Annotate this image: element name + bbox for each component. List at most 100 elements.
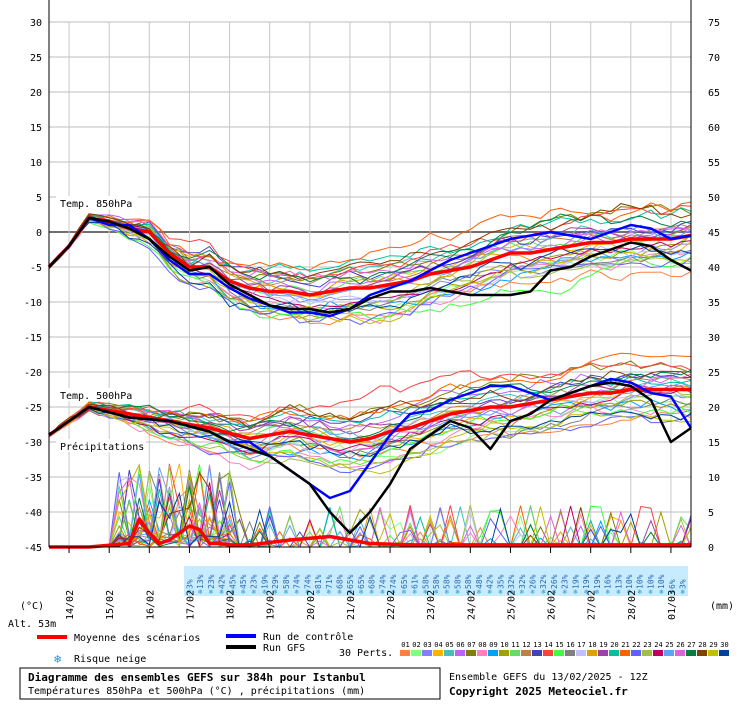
snow-risk-icon: ❄	[681, 588, 685, 596]
snow-risk-icon: ❄	[595, 588, 599, 596]
pert-swatch	[664, 650, 674, 656]
right-tick-label: 0	[708, 543, 714, 554]
snow-risk-value: 45%	[239, 574, 248, 589]
snow-risk-value: 65%	[346, 574, 355, 589]
copyright: Copyright 2025 Meteociel.fr	[449, 685, 628, 698]
date-tick-label: 21/02	[346, 590, 357, 620]
snow-risk-value: 6%	[668, 579, 677, 589]
pert-line	[48, 382, 692, 436]
snow-risk-value: 16%	[604, 574, 613, 589]
pert-number: 16	[566, 641, 574, 649]
snow-risk-value: 19%	[260, 574, 269, 589]
date-tick-label: 20/02	[306, 590, 317, 620]
pert-swatch	[576, 650, 586, 656]
date-tick-label: 22/02	[386, 590, 397, 620]
right-tick-label: 25	[708, 368, 720, 379]
snow-risk-icon: ❄	[627, 588, 631, 596]
snow-risk-value: 42%	[218, 574, 227, 589]
pert-number: 18	[588, 641, 596, 649]
snow-risk-icon: ❄	[380, 588, 384, 596]
pert-number: 10	[500, 641, 508, 649]
pert-line	[48, 215, 692, 281]
snow-risk-value: 13%	[196, 574, 205, 589]
snow-risk-value: 29%	[271, 574, 280, 589]
pert-line	[48, 369, 692, 440]
t850-label-bg	[56, 196, 138, 209]
left-tick-label: -40	[24, 508, 42, 519]
pert-swatch	[653, 650, 663, 656]
snow-risk-icon: ❄	[327, 588, 331, 596]
altitude: Alt. 53m	[8, 619, 56, 630]
snow-risk-icon: ❄	[284, 588, 288, 596]
pert-swatch	[488, 650, 498, 656]
snow-risk-icon: ❄	[219, 588, 223, 596]
snow-risk-icon: ❄	[241, 588, 245, 596]
snow-risk-bar: 3%❄13%❄23%❄42%❄45%❄45%❄23%❄19%❄29%❄58%❄7…	[184, 566, 688, 596]
left-tick-label: 25	[30, 53, 42, 64]
pert-line	[48, 408, 692, 475]
precip-label-bg	[56, 439, 146, 452]
t850-label: Temp. 850hPa	[60, 199, 132, 210]
pert-swatch	[543, 650, 553, 656]
main-lines	[47, 216, 693, 549]
pert-swatch	[499, 650, 509, 656]
left-tick-label: -30	[24, 438, 42, 449]
snow-risk-value: 26%	[550, 574, 559, 589]
left-tick-label: -20	[24, 368, 42, 379]
pert-swatch	[466, 650, 476, 656]
date-tick-label: 19/02	[266, 590, 277, 620]
snow-risk-icon: ❄	[359, 588, 363, 596]
right-tick-label: 30	[708, 333, 720, 344]
right-tick-label: 55	[708, 158, 720, 169]
pert-number: 11	[511, 641, 519, 649]
snow-risk-icon: ❄	[262, 588, 266, 596]
snow-risk-value: 58%	[421, 574, 430, 589]
left-tick-label: 20	[30, 88, 42, 99]
snow-risk-value: 26%	[529, 574, 538, 589]
pert-swatch	[686, 650, 696, 656]
snow-risk-icon: ❄	[294, 588, 298, 596]
pert-line	[48, 213, 692, 285]
pert-number: 24	[654, 641, 662, 649]
date-tick-label: 17/02	[185, 590, 196, 620]
pert-line	[48, 408, 692, 474]
snow-risk-value: 10%	[646, 574, 655, 589]
pert-swatch	[675, 650, 685, 656]
pert-number: 14	[544, 641, 552, 649]
right-tick-label: 35	[708, 298, 720, 309]
snow-risk-icon: ❄	[316, 588, 320, 596]
pert-number: 28	[698, 641, 706, 649]
left-tick-label: -25	[24, 403, 42, 414]
legend-mean: Moyenne des scénarios	[74, 632, 200, 644]
snow-risk-icon: ❄	[455, 588, 459, 596]
snow-risk-icon: ❄	[423, 588, 427, 596]
snow-risk-value: 23%	[207, 574, 216, 589]
pert-number: 08	[478, 641, 486, 649]
snow-risk-icon: ❄	[670, 588, 674, 596]
snow-risk-value: 32%	[507, 574, 516, 589]
pert-swatch	[697, 650, 707, 656]
snow-risk-value: 10%	[657, 574, 666, 589]
pert-number: 22	[632, 641, 640, 649]
snow-risk-value: 74%	[303, 574, 312, 589]
date-tick-label: 28/02	[627, 590, 638, 620]
date-tick-label: 25/02	[506, 590, 517, 620]
right-tick-label: 20	[708, 403, 720, 414]
snow-risk-value: 19%	[582, 574, 591, 589]
snow-risk-value: 3%	[185, 579, 194, 589]
date-tick-label: 15/02	[105, 590, 116, 620]
pert-swatch	[455, 650, 465, 656]
snow-risk-value: 32%	[539, 574, 548, 589]
pert-swatch	[422, 650, 432, 656]
pert-number: 12	[522, 641, 530, 649]
snow-risk-value: 65%	[400, 574, 409, 589]
pert-swatch	[609, 650, 619, 656]
pert-line	[48, 387, 692, 455]
pert-number: 26	[676, 641, 684, 649]
snow-risk-icon: ❄	[445, 588, 449, 596]
snow-risk-value: 10%	[625, 574, 634, 589]
right-tick-label: 40	[708, 263, 720, 274]
snow-risk-icon: ❄	[488, 588, 492, 596]
